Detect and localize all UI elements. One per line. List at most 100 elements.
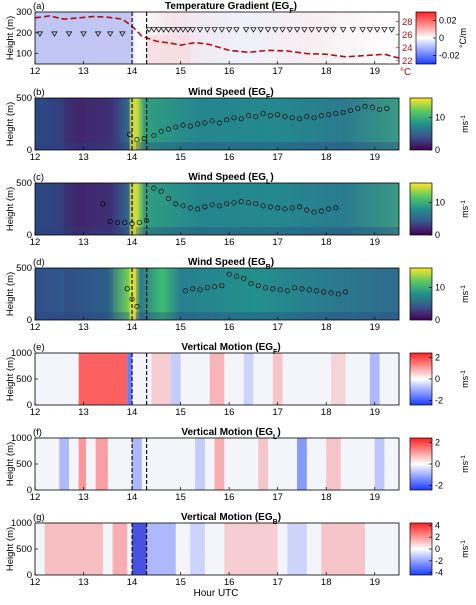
- lcl-marker: [308, 27, 315, 33]
- pbl-height-marker: [377, 106, 383, 112]
- pbl-height-marker: [165, 196, 172, 202]
- panel-letter: (a): [33, 1, 45, 12]
- x-tick-label: 17: [272, 407, 283, 418]
- x-tick-label: 19: [369, 577, 380, 588]
- pbl-height-marker: [292, 285, 298, 291]
- panel-title: Vertical Motion (EGL): [181, 427, 280, 441]
- lcl-marker: [373, 27, 381, 33]
- colorbar-tick-label: -2: [435, 396, 443, 406]
- colorbar-unit: °C/m: [458, 28, 468, 48]
- pbl-height-marker: [289, 205, 295, 211]
- pbl-height-marker: [165, 126, 172, 132]
- downdraft-region: [374, 438, 385, 490]
- pbl-height-marker: [260, 111, 266, 117]
- y-tick-label: 500: [16, 544, 32, 555]
- pbl-height-marker: [100, 201, 106, 207]
- x-tick-label: 18: [321, 66, 332, 77]
- pbl-height-marker: [224, 117, 230, 123]
- pbl-height-marker: [216, 120, 222, 126]
- lcl-marker: [174, 27, 182, 33]
- pbl-height-marker: [284, 288, 290, 294]
- pbl-height-marker: [209, 118, 215, 124]
- pbl-height-marker: [282, 114, 288, 120]
- pbl-height-marker: [267, 204, 273, 210]
- lcl-marker: [204, 27, 211, 33]
- pbl-height-marker: [267, 113, 273, 119]
- pbl-height-marker: [328, 290, 334, 296]
- colorbar-tick-label: 2: [435, 437, 440, 447]
- downdraft-region: [297, 438, 307, 490]
- downdraft-region: [170, 353, 181, 405]
- y-tick-label: 200: [16, 28, 32, 39]
- colorbar-tick-label: 2: [435, 532, 440, 542]
- lcl-marker: [196, 27, 204, 33]
- updraft-region: [214, 438, 225, 490]
- pbl-height-marker: [311, 209, 317, 215]
- lcl-marker: [286, 27, 294, 33]
- downdraft-region: [146, 523, 176, 575]
- y-tick-label: 0: [27, 145, 32, 156]
- pbl-height-marker: [275, 205, 281, 211]
- pbl-height-marker: [343, 289, 349, 295]
- y-tick-label: 0: [27, 230, 32, 241]
- pbl-height-marker: [231, 200, 237, 206]
- low-wind-region: [64, 268, 113, 320]
- updraft-region: [224, 523, 278, 575]
- colorbar-tick-label: 0: [435, 459, 440, 469]
- x-tick-label: 15: [175, 322, 186, 333]
- lcl-marker: [349, 27, 357, 33]
- pbl-height-marker: [326, 206, 332, 212]
- wind-max-streak: [129, 183, 136, 235]
- x-tick-label: 12: [30, 577, 41, 588]
- plot-area: [35, 268, 399, 320]
- pbl-height-marker: [296, 116, 303, 122]
- colorbar-tick-label: 10: [435, 198, 445, 208]
- x-tick-label: 16: [224, 237, 235, 248]
- plot-frame: [34, 97, 400, 151]
- y-tick-label: 1000: [11, 348, 32, 359]
- colorbar-unit: ms-1: [460, 455, 471, 473]
- surface-band: [35, 142, 399, 150]
- downdraft-region: [127, 353, 133, 405]
- lcl-marker: [225, 27, 233, 33]
- pbl-height-marker: [136, 219, 142, 226]
- pbl-height-marker: [241, 275, 247, 281]
- plot-frame: [34, 11, 400, 65]
- lcl-marker: [119, 31, 126, 37]
- y-tick-label: 500: [16, 374, 32, 385]
- colorbar-unit: ms-1: [460, 200, 471, 218]
- y-tick-label: 0: [27, 400, 32, 411]
- pbl-height-marker: [355, 105, 361, 111]
- lcl-marker: [315, 27, 323, 33]
- pbl-height-marker: [262, 285, 269, 291]
- lcl-marker: [179, 27, 187, 33]
- plot-frame: [34, 182, 400, 236]
- panel-letter: (f): [33, 427, 42, 438]
- x-tick-label: 18: [321, 492, 332, 503]
- colorbar-unit: ms-1: [460, 115, 471, 133]
- x-tick-label: 13: [78, 152, 89, 163]
- x-tick-label: 12: [30, 407, 41, 418]
- pbl-height-marker: [326, 112, 332, 118]
- colorbar-tick-label: -0.02: [439, 50, 460, 60]
- pbl-height-marker: [187, 205, 193, 211]
- updraft-region: [321, 523, 366, 575]
- x-tick-label: 17: [272, 66, 283, 77]
- colorbar-tick-label: 10: [435, 113, 445, 123]
- pbl-height-marker: [219, 283, 225, 289]
- x-tick-label: 12: [30, 492, 41, 503]
- x-tick-label: 14: [127, 66, 138, 77]
- surface-band: [35, 227, 399, 235]
- lcl-marker: [170, 27, 177, 33]
- colorbar: [409, 522, 433, 576]
- x-tick-label: 14: [127, 322, 138, 333]
- pbl-height-marker: [190, 286, 196, 292]
- x-tick-label: 17: [272, 577, 283, 588]
- pbl-height-marker: [233, 273, 239, 279]
- colorbar: [409, 437, 433, 491]
- colorbar-tick-label: 0: [439, 33, 444, 43]
- updraft-region: [151, 353, 171, 405]
